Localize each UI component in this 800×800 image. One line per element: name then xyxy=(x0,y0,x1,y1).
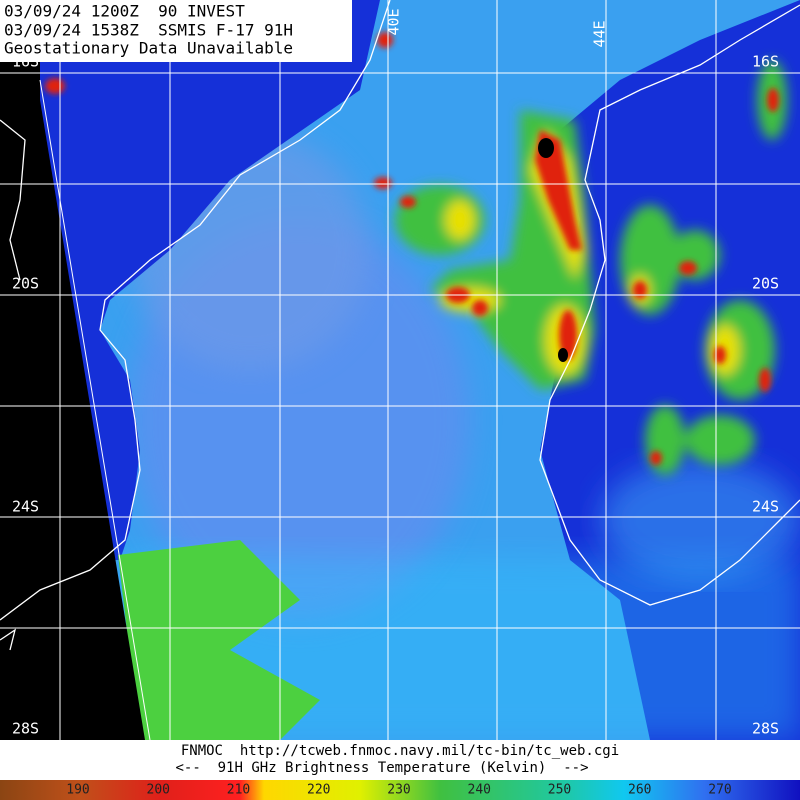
source: FNMOC http://tcweb.fnmoc.navy.mil/tc-bin… xyxy=(181,743,619,759)
footer: FNMOC http://tcweb.fnmoc.navy.mil/tc-bin… xyxy=(0,740,800,800)
colorbar-label: 270 xyxy=(708,783,731,798)
header-line: 03/09/24 1538Z SSMIS F-17 91H xyxy=(4,21,293,40)
colorbar xyxy=(0,780,800,800)
legend-title: <-- 91H GHz Brightness Temperature (Kelv… xyxy=(175,760,588,776)
colorbar-label: 260 xyxy=(628,783,651,798)
lon-label: 40E xyxy=(385,8,403,35)
colorbar-label: 240 xyxy=(468,783,491,798)
colorbar-label: 200 xyxy=(147,783,170,798)
lat-label: 24S xyxy=(12,498,39,516)
colorbar-label: 210 xyxy=(227,783,250,798)
lat-label: 28S xyxy=(752,720,779,738)
colorbar-label: 220 xyxy=(307,783,330,798)
lat-label: 24S xyxy=(752,498,779,516)
colorbar-label: 230 xyxy=(387,783,410,798)
header: 03/09/24 1200Z 90 INVEST 03/09/24 1538Z … xyxy=(0,0,352,62)
lat-label: 20S xyxy=(12,275,39,293)
lat-label: 28S xyxy=(12,720,39,738)
colorbar-label: 250 xyxy=(548,783,571,798)
lat-label: 20S xyxy=(752,275,779,293)
header-line: 03/09/24 1200Z 90 INVEST xyxy=(4,2,245,21)
graticule xyxy=(0,0,800,740)
imagery xyxy=(0,0,800,741)
header-line: Geostationary Data Unavailable xyxy=(4,39,293,58)
colorbar-label: 190 xyxy=(66,783,89,798)
lat-label: 16S xyxy=(752,53,779,71)
lon-label: 44E xyxy=(591,20,609,47)
